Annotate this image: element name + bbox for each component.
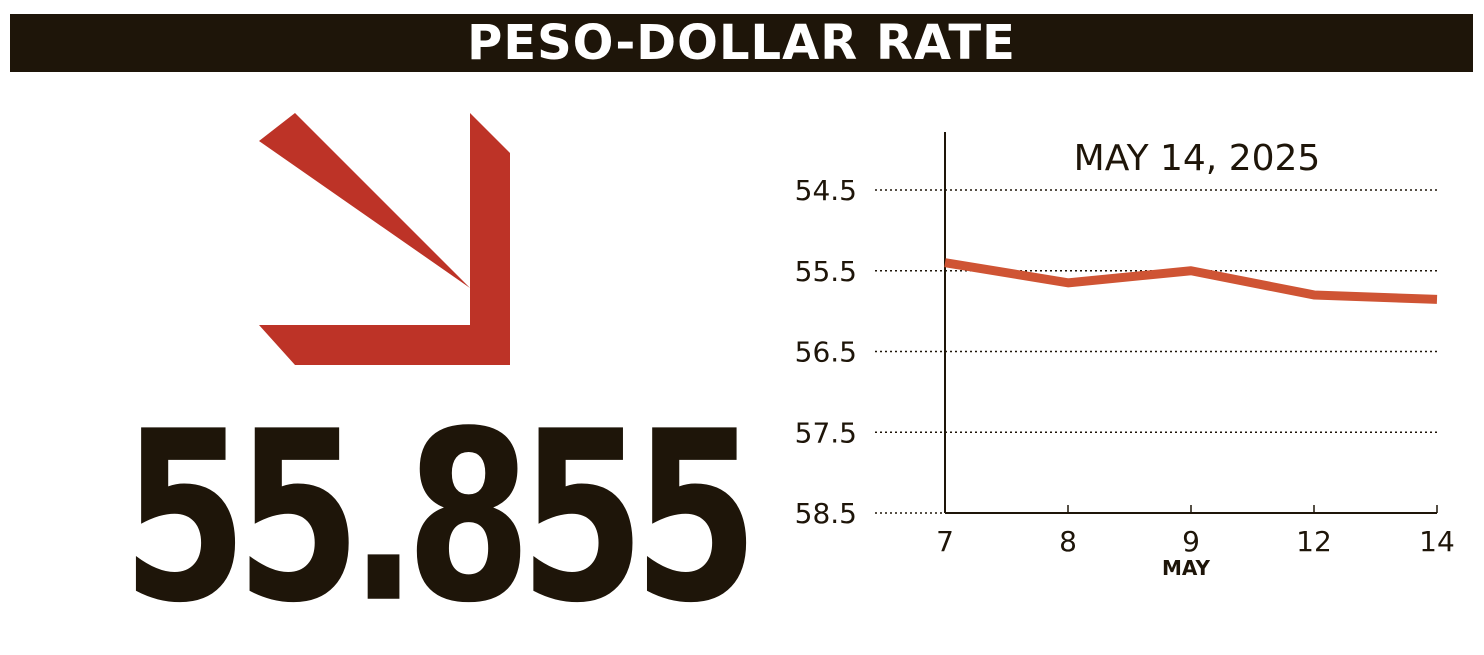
chart-title: MAY 14, 2025 [1074, 138, 1321, 179]
y-tick-label: 56.5 [795, 336, 857, 369]
x-tick-label: 7 [936, 525, 954, 558]
x-tick-label: 8 [1059, 525, 1077, 558]
x-axis-label: MAY [1162, 556, 1210, 580]
series-line [945, 263, 1437, 300]
title-bar: PESO-DOLLAR RATE [10, 14, 1473, 72]
axes [945, 132, 1437, 513]
page-title: PESO-DOLLAR RATE [467, 14, 1016, 72]
exchange-rate-value: 55.855 [122, 386, 569, 649]
y-tick-label: 58.5 [795, 497, 857, 530]
x-tick-label: 14 [1419, 525, 1455, 558]
y-tick-label: 55.5 [795, 255, 857, 288]
series [945, 263, 1437, 300]
x-tick-label: 9 [1182, 525, 1200, 558]
y-tick-label: 54.5 [795, 174, 857, 207]
line-chart: 54.5 55.5 56.5 57.5 58.5 7 8 9 12 14 MAY 14, 202… [760, 120, 1460, 590]
y-tick-labels: 54.5 55.5 56.5 57.5 58.5 [795, 174, 857, 530]
trend-arrow-shape [259, 113, 510, 365]
x-tick-label: 12 [1296, 525, 1332, 558]
arrow-down-right-icon [255, 113, 515, 369]
gridlines [875, 190, 1437, 513]
y-tick-label: 57.5 [795, 416, 857, 449]
